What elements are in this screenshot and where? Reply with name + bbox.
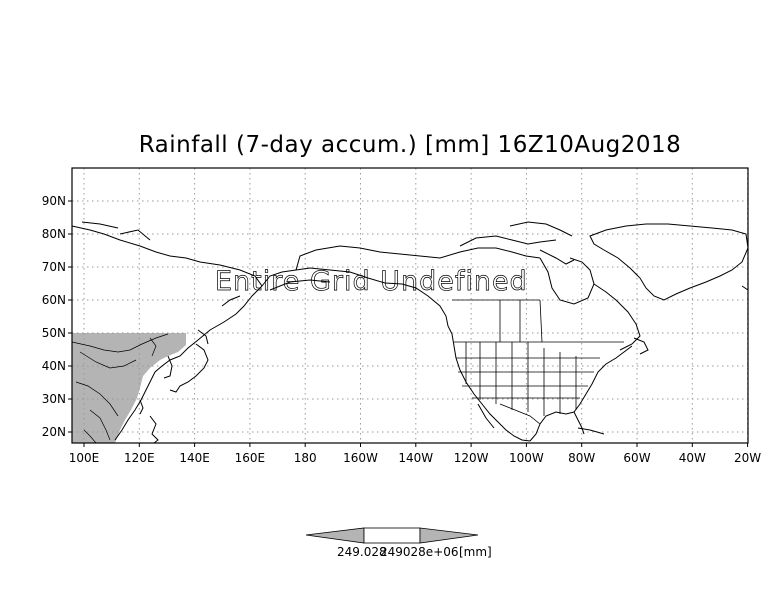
- longitude-label: 120E: [124, 451, 155, 465]
- colorbar-unit: [mm]: [459, 545, 492, 559]
- latitude-labels: 90N 80N 70N 60N 50N 40N 30N 20N: [42, 194, 72, 439]
- latitude-label: 60N: [42, 293, 66, 307]
- shaded-region: [72, 333, 186, 443]
- graticule: [72, 168, 749, 443]
- coastlines: [71, 221, 749, 444]
- longitude-label: 120W: [454, 451, 489, 465]
- latitude-label: 50N: [42, 326, 66, 340]
- political-boundaries: [452, 299, 624, 425]
- latitude-label: 70N: [42, 260, 66, 274]
- colorbar: [305, 527, 479, 544]
- longitude-label: 100E: [69, 451, 100, 465]
- colorbar-label-right: 249028e+06: [380, 545, 459, 559]
- longitude-label: 80W: [568, 451, 595, 465]
- latitude-label: 40N: [42, 359, 66, 373]
- longitude-label: 180: [294, 451, 317, 465]
- colorbar-box: [363, 527, 421, 544]
- longitude-label: 160E: [235, 451, 266, 465]
- longitude-label: 140W: [398, 451, 433, 465]
- latitude-label: 30N: [42, 392, 66, 406]
- overlay-message: Entire Grid Undefined: [215, 266, 528, 297]
- longitude-label: 20W: [734, 451, 761, 465]
- latitude-label: 20N: [42, 425, 66, 439]
- map-frame: [71, 167, 749, 444]
- colorbar-left-arrow: [305, 527, 365, 544]
- longitude-label: 100W: [509, 451, 544, 465]
- asia-boundaries: [71, 333, 169, 444]
- longitude-labels: 100E 120E 140E 160E 180 160W 140W 120W 100W 80W 60…: [69, 443, 761, 465]
- latitude-label: 80N: [42, 227, 66, 241]
- longitude-label: 60W: [623, 451, 650, 465]
- longitude-label: 140E: [179, 451, 210, 465]
- colorbar-right-arrow: [419, 527, 479, 544]
- map-title: Rainfall (7-day accum.) [mm] 16Z10Aug201…: [138, 132, 682, 158]
- colorbar-label-left: 249.028: [337, 545, 387, 559]
- latitude-label: 90N: [42, 194, 66, 208]
- longitude-label: 160W: [343, 451, 378, 465]
- longitude-label: 40W: [679, 451, 706, 465]
